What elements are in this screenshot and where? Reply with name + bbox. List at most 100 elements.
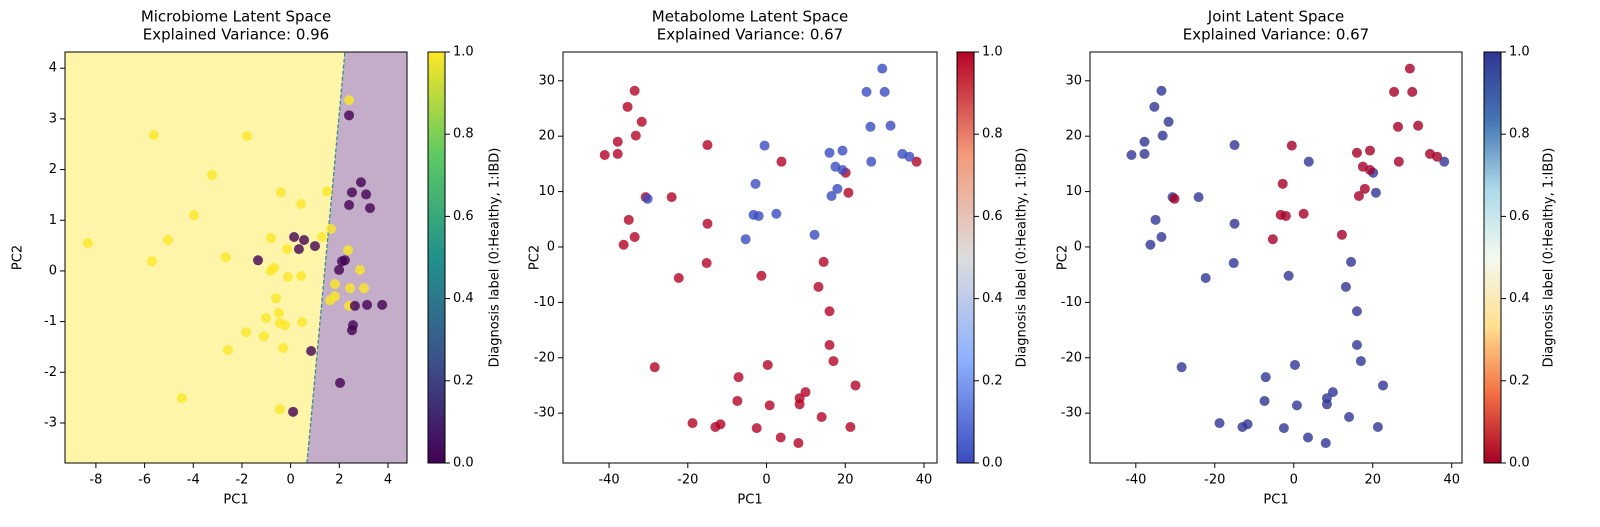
data-point (1214, 418, 1225, 429)
data-point (649, 362, 660, 373)
plot-frame (64, 51, 408, 464)
x-tick-label: -20 (1204, 473, 1225, 488)
data-point (642, 193, 653, 204)
data-point (1259, 395, 1270, 406)
data-point (288, 406, 299, 417)
data-point (334, 264, 345, 275)
data-point (1432, 151, 1443, 162)
data-point (1355, 356, 1366, 367)
colorbar-tick-label: 0.4 (1509, 291, 1530, 306)
data-point (1364, 164, 1375, 175)
colorbar-tick-label: 0.8 (453, 127, 474, 142)
data-point (220, 252, 231, 263)
data-point (345, 283, 356, 294)
chart-title: Joint Latent Space (1207, 8, 1344, 26)
x-tick-label: -40 (1125, 473, 1146, 488)
data-point (733, 372, 744, 383)
data-point (1320, 438, 1331, 449)
data-point (1176, 362, 1187, 373)
colorbar-tick-label: 0.6 (453, 209, 474, 224)
data-point (1351, 306, 1362, 317)
data-point (824, 147, 835, 158)
data-point (732, 395, 743, 406)
data-point (349, 300, 360, 311)
data-point (337, 256, 348, 267)
data-point (818, 256, 829, 267)
y-tick-label: 4 (49, 61, 57, 76)
data-point (1200, 272, 1211, 283)
data-point (274, 404, 285, 415)
x-tick-label: 40 (916, 473, 933, 488)
data-point (1169, 193, 1180, 204)
data-point (701, 258, 712, 269)
data-point (1351, 340, 1362, 351)
data-point (866, 156, 877, 167)
data-point (269, 262, 280, 273)
data-point (1364, 145, 1375, 156)
data-point (879, 86, 890, 97)
x-tick-label: -4 (187, 473, 200, 488)
data-point (850, 380, 861, 391)
data-point (715, 419, 726, 430)
colorbar-label: Diagnosis label (0:Healthy, 1:IBD) (1542, 148, 1557, 368)
y-tick-label: -20 (534, 350, 555, 365)
colorbar (956, 51, 975, 464)
data-point (666, 192, 677, 203)
data-point (1242, 419, 1253, 430)
data-point (241, 327, 252, 338)
data-point (1150, 214, 1161, 225)
data-point (377, 299, 388, 310)
x-axis-label: PC1 (1263, 493, 1288, 508)
data-point (344, 110, 355, 121)
data-point (832, 183, 843, 194)
data-point (1260, 372, 1271, 383)
colorbar-tick-label: 0.2 (453, 373, 474, 388)
x-tick-label: 0 (762, 473, 770, 488)
data-point (813, 281, 824, 292)
y-tick-label: -2 (44, 365, 57, 380)
data-point (816, 412, 827, 423)
data-point (877, 63, 888, 74)
x-tick-label: -6 (138, 473, 151, 488)
y-tick-label: 10 (538, 184, 555, 199)
colorbar-tick-label: 0.6 (1509, 209, 1530, 224)
data-point (355, 264, 366, 275)
y-tick-label: -10 (534, 295, 555, 310)
data-point (824, 340, 835, 351)
chart-title: Microbiome Latent Space (141, 8, 331, 26)
data-point (1156, 85, 1167, 96)
data-point (1126, 150, 1137, 161)
data-point (1439, 156, 1450, 167)
data-point (1283, 270, 1294, 281)
y-tick-label: 1 (49, 213, 57, 228)
data-point (273, 307, 284, 318)
x-tick-label: -40 (598, 473, 619, 488)
data-point (1407, 86, 1418, 97)
colorbar-tick-label: 0.0 (1509, 456, 1530, 471)
data-point (242, 131, 253, 142)
data-point (673, 272, 684, 283)
data-point (837, 164, 848, 175)
data-point (1346, 256, 1357, 267)
y-tick-label: -20 (1061, 350, 1082, 365)
data-point (162, 235, 173, 246)
data-point (207, 170, 218, 181)
data-point (265, 232, 276, 243)
data-point (281, 244, 292, 255)
data-point (775, 432, 786, 443)
data-point (702, 218, 713, 229)
data-point (343, 245, 354, 256)
data-point (751, 423, 762, 434)
data-point (1193, 192, 1204, 203)
data-point (299, 235, 310, 246)
data-point (344, 95, 355, 106)
data-point (702, 140, 713, 151)
y-tick-label: 20 (1065, 129, 1082, 144)
data-point (1286, 140, 1297, 151)
decision-region (65, 52, 345, 463)
data-point (1327, 387, 1338, 398)
x-tick-label: 0 (1290, 473, 1298, 488)
y-tick-label: -30 (534, 406, 555, 421)
colorbar-tick-label: 0.2 (1509, 373, 1530, 388)
